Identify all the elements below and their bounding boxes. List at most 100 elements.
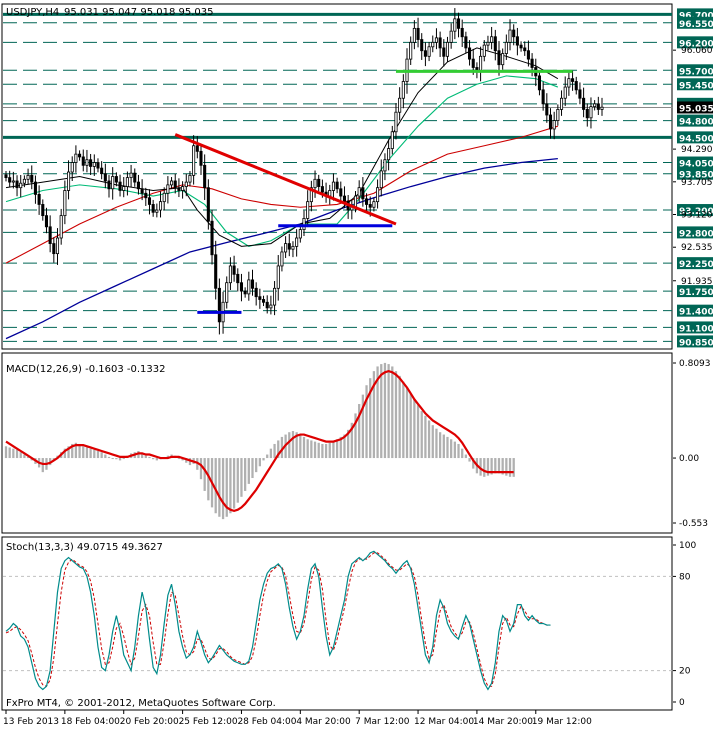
macd-bar	[501, 458, 504, 475]
macd-bar	[453, 441, 456, 459]
candle-body	[232, 265, 236, 275]
candle	[390, 125, 394, 155]
candle	[556, 104, 560, 126]
candle-body	[250, 279, 255, 289]
candle-body	[188, 174, 192, 183]
macd-bar	[100, 452, 103, 459]
candle-body	[177, 187, 181, 191]
candle-body	[552, 120, 556, 130]
macd-bar	[302, 436, 306, 459]
candle	[100, 161, 104, 180]
candle	[526, 40, 530, 67]
macd-bar	[350, 422, 353, 459]
candle	[394, 103, 398, 140]
candle	[357, 180, 361, 203]
candle	[339, 181, 343, 202]
candle-body	[19, 182, 23, 189]
level-tag-text: 96.550	[679, 20, 713, 30]
candle	[44, 207, 49, 234]
stoch-tick-label: 100	[679, 541, 696, 551]
candle	[199, 144, 203, 175]
candle	[501, 48, 505, 70]
macd-panel[interactable]: 0.8093 0.00 -0.553 MACD(12,26,9) -0.1603 -…	[1, 352, 711, 534]
macd-bar	[313, 441, 317, 459]
candle-body	[320, 186, 324, 193]
candle-body	[269, 304, 273, 309]
candle-body	[593, 103, 597, 108]
candle	[261, 295, 266, 307]
macd-bar	[277, 440, 280, 459]
candle	[55, 228, 60, 265]
macd-bar	[118, 458, 122, 461]
candle-body	[70, 162, 74, 173]
candle	[276, 255, 280, 301]
candle-body	[78, 153, 82, 158]
candle	[280, 246, 284, 272]
level-tag	[677, 131, 713, 144]
candle-body	[342, 195, 347, 202]
candle-body	[144, 192, 148, 199]
candle-body	[365, 198, 369, 205]
macd-bar	[148, 456, 151, 459]
trend-line-red[interactable]	[174, 133, 397, 226]
level-tag	[677, 226, 713, 239]
candle	[313, 170, 317, 198]
level-tag-text: 96.700	[679, 11, 713, 21]
candle	[214, 240, 218, 300]
macd-bar	[4, 446, 8, 459]
time-tick-label: 12 Mar 04:00	[414, 717, 474, 727]
candle-body	[74, 153, 78, 163]
candle	[30, 165, 34, 190]
macd-bar	[332, 441, 335, 459]
candle-body	[258, 296, 262, 300]
macd-bar	[137, 451, 140, 459]
macd-bar	[280, 436, 284, 459]
macd-bar	[291, 431, 295, 459]
candle-body	[111, 176, 115, 190]
macd-bar	[115, 458, 118, 460]
candle-body	[33, 181, 37, 195]
candle-body	[497, 50, 501, 66]
candle-body	[67, 171, 71, 191]
candle-body	[136, 181, 140, 190]
candle-body	[22, 178, 26, 184]
macd-bar	[339, 436, 342, 459]
level-tag-text: 93.850	[679, 171, 713, 181]
candle	[177, 178, 181, 198]
candle	[239, 273, 243, 302]
stochastic-panel[interactable]: 100 80 20 0 Stoch(13,3,3) 49.0715 49.3627 F…	[1, 536, 696, 711]
macd-bar	[19, 452, 22, 459]
stoch-main-curve	[5, 550, 551, 691]
level-tag-text: 91.750	[679, 288, 713, 298]
candle-body	[578, 89, 582, 99]
candle	[19, 174, 23, 198]
candle-body	[41, 204, 45, 217]
candle-body	[515, 36, 519, 46]
candle	[596, 96, 600, 116]
candle	[250, 269, 255, 296]
candle	[365, 193, 369, 213]
candle-body	[376, 187, 380, 203]
candle-body	[118, 181, 122, 191]
level-tag-text: 94.800	[679, 118, 713, 128]
candle-body	[445, 41, 450, 57]
candle	[552, 111, 556, 140]
macd-bar	[420, 411, 423, 459]
price-panel[interactable]: 96.70096.55096.20095.70095.45095.10094.8…	[1, 3, 713, 350]
drawn-objects[interactable]	[174, 69, 573, 314]
candle	[559, 90, 564, 116]
candle-body	[313, 178, 317, 189]
candle-body	[247, 279, 251, 295]
level-tag-text: 92.800	[679, 229, 713, 239]
macd-bar	[321, 443, 324, 459]
candle-body	[195, 145, 199, 152]
candle-body	[85, 159, 89, 166]
candle	[63, 180, 67, 225]
candlesticks	[4, 8, 604, 335]
stoch-panel-frame	[1, 536, 673, 711]
macd-bar	[140, 453, 144, 459]
candle-body	[490, 36, 494, 43]
macd-bar	[288, 432, 291, 459]
price-tick-label: 93.120	[681, 211, 713, 221]
